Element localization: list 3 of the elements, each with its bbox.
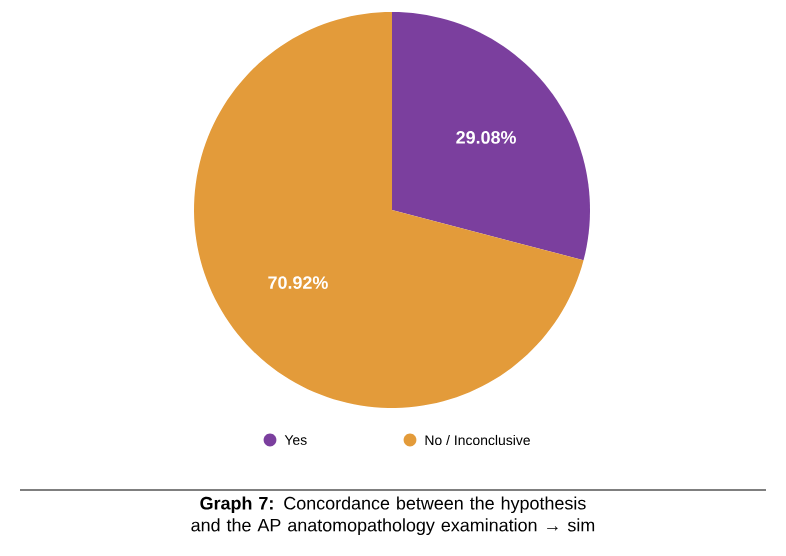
data-label: 70.92% [268,276,328,289]
text: Graph 7: Concordance between the hypothesis and the AP anatomopathology examination → sim [191,496,595,536]
data-label: 29.08% [456,131,516,144]
